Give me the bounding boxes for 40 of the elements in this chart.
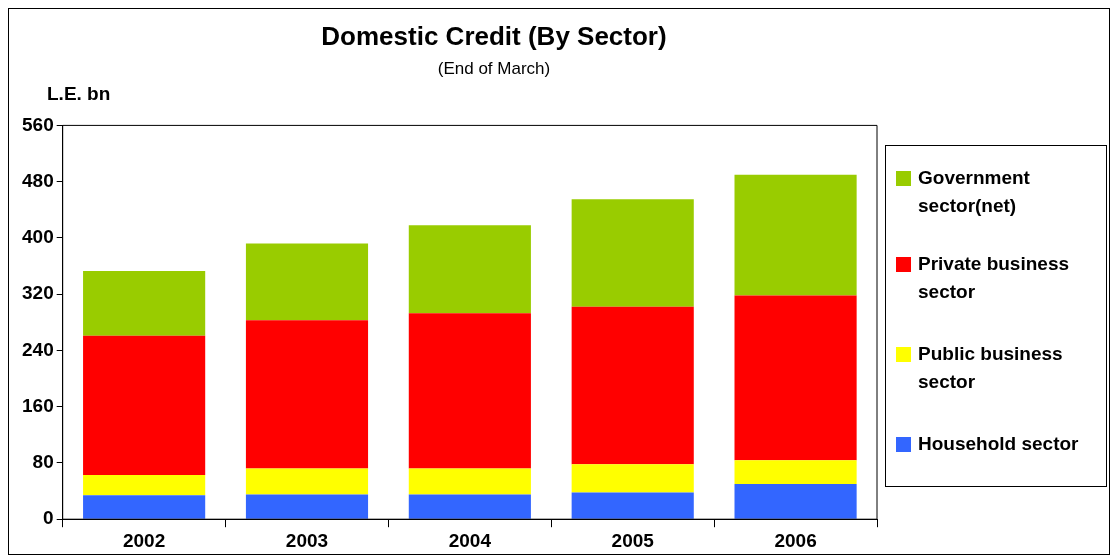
chart-subtitle: (End of March) [436,59,552,79]
y-tick-label: 80 [32,451,54,473]
bar [83,495,206,519]
legend-label: Private business sector [918,252,1071,304]
bar [571,492,694,519]
bar [734,460,857,485]
bar [571,464,694,493]
y-tick-label: 560 [22,113,54,135]
x-tick-label: 2005 [611,529,655,551]
y-tick-label: 0 [43,507,54,529]
bar [245,494,369,519]
y-tick-label: 480 [22,169,54,191]
bar [571,306,694,465]
bar [83,474,206,496]
bar [83,270,206,336]
legend-label: Household sector [918,432,1080,456]
y-tick-label: 160 [22,394,54,416]
y-tick-label: 400 [22,226,54,248]
x-tick-label: 2002 [122,529,166,551]
bar [408,494,531,519]
bar [245,468,369,495]
bar [408,468,531,495]
bar [734,295,857,461]
legend-label: Government sector(net) [918,166,1031,218]
bar [245,243,369,321]
bar [408,313,531,469]
bar [734,174,857,296]
bar [571,199,694,307]
y-tick-label: 320 [22,282,54,304]
bar [83,335,206,475]
bar [734,484,857,519]
y-axis-title: L.E. bn [47,83,111,105]
bar [245,320,369,469]
bar [408,225,531,314]
legend-label: Public business sector [918,342,1064,394]
y-tick-label: 240 [22,338,54,360]
chart-title: Domestic Credit (By Sector) [320,21,668,52]
x-tick-label: 2006 [774,529,817,551]
x-tick-label: 2004 [448,529,492,551]
x-tick-label: 2003 [285,529,329,551]
